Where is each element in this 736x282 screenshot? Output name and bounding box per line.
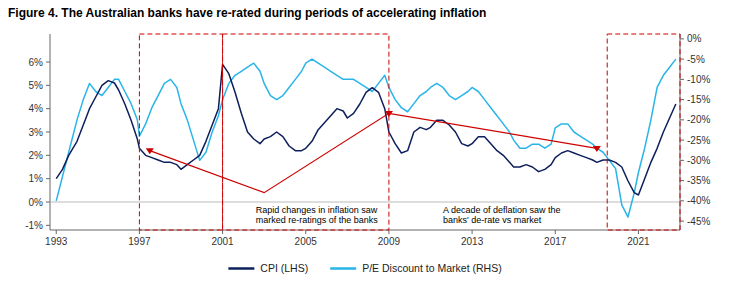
y2-tick — [680, 180, 684, 181]
x-tick — [139, 230, 140, 234]
legend: CPI (LHS) P/E Discount to Market (RHS) — [228, 262, 501, 274]
x-tick — [222, 230, 223, 234]
x-tick — [472, 230, 473, 234]
highlight-box — [139, 34, 222, 230]
x-tick-label: 2017 — [544, 236, 567, 247]
x-tick-label: 2013 — [461, 236, 484, 247]
x-tick — [305, 230, 306, 234]
annotation-line: marked re-ratings of the banks — [256, 215, 379, 225]
plot-area — [50, 59, 680, 217]
legend-item: P/E Discount to Market (RHS) — [330, 262, 501, 274]
y2-tick-label: -10% — [687, 74, 710, 85]
page: {"chart_data": { "type": "line", "title"… — [0, 0, 736, 282]
y2-tick — [680, 99, 684, 100]
axes — [50, 34, 680, 230]
y2-tick-label: -35% — [687, 175, 710, 186]
annotation-line: Rapid changes in inflation saw — [256, 205, 378, 215]
x-tick-label: 2001 — [211, 236, 234, 247]
y-tick-label: 0% — [29, 197, 44, 208]
y-tick — [46, 155, 50, 156]
zero-line — [50, 202, 680, 203]
y2-tick-label: -40% — [687, 195, 710, 206]
title: Figure 4. The Australian banks have re-r… — [8, 6, 486, 20]
y2-tick — [680, 140, 684, 141]
y2-tick-label: -20% — [687, 114, 710, 125]
series-line — [56, 59, 676, 217]
y-tick — [46, 108, 50, 109]
y-tick-label: -1% — [25, 220, 43, 231]
ticks: 1993 1997 2001 2005 2009 2013 2017 2021 -1% 0% 1% 2… — [25, 33, 710, 247]
y-tick — [46, 132, 50, 133]
chart: Figure 4. The Australian banks have re-r… — [0, 0, 736, 282]
x-tick-label: 2009 — [378, 236, 401, 247]
y-tick — [46, 62, 50, 63]
x-tick — [555, 230, 556, 234]
y2-tick — [680, 59, 684, 60]
marker — [593, 146, 601, 152]
y2-tick-label: -5% — [687, 54, 705, 65]
y2-tick-label: -45% — [687, 216, 710, 227]
annotation-line: A decade of deflation saw the — [443, 205, 561, 215]
x-tick — [638, 230, 639, 234]
legend-swatch — [228, 267, 254, 270]
y-tick-label: 1% — [29, 173, 44, 184]
legend-item: CPI (LHS) — [228, 262, 308, 274]
markers — [146, 111, 601, 154]
x-tick — [388, 230, 389, 234]
y-tick — [46, 202, 50, 203]
y-tick-label: 2% — [29, 150, 44, 161]
y-tick — [46, 178, 50, 179]
y-tick — [46, 225, 50, 226]
x-tick — [56, 230, 57, 234]
y-tick-label: 3% — [29, 127, 44, 138]
highlight-box — [607, 34, 680, 230]
y2-tick — [680, 200, 684, 201]
y2-tick — [680, 79, 684, 80]
annotation-line: banks' de-rate vs market — [443, 215, 542, 225]
y2-tick-label: -15% — [687, 94, 710, 105]
x-tick-label: 2021 — [627, 236, 650, 247]
y2-tick — [680, 119, 684, 120]
y2-tick — [680, 160, 684, 161]
series-line — [56, 64, 676, 195]
y2-tick-label: 0% — [687, 33, 702, 44]
annotation: A decade of deflation saw thebanks' de-r… — [443, 205, 561, 225]
x-tick-label: 1993 — [45, 236, 68, 247]
legend-label: P/E Discount to Market (RHS) — [362, 262, 501, 274]
y2-tick-label: -25% — [687, 135, 710, 146]
background — [0, 0, 736, 282]
y2-tick — [680, 221, 684, 222]
annotation: Rapid changes in inflation sawmarked re-… — [256, 205, 379, 225]
highlight-boxes — [139, 34, 680, 230]
y-tick-label: 5% — [29, 80, 44, 91]
y-tick — [46, 85, 50, 86]
marker — [385, 111, 393, 117]
y2-tick-label: -30% — [687, 155, 710, 166]
marker — [146, 148, 154, 154]
trend-line — [150, 113, 597, 192]
x-tick-label: 1997 — [128, 236, 151, 247]
legend-swatch — [330, 267, 356, 270]
x-tick-label: 2005 — [295, 236, 318, 247]
legend-label: CPI (LHS) — [260, 262, 308, 274]
y2-tick — [680, 38, 684, 39]
y-tick-label: 4% — [29, 103, 44, 114]
highlight-box — [223, 34, 389, 230]
annotations: Rapid changes in inflation sawmarked re-… — [256, 205, 561, 225]
y-tick-label: 6% — [29, 57, 44, 68]
